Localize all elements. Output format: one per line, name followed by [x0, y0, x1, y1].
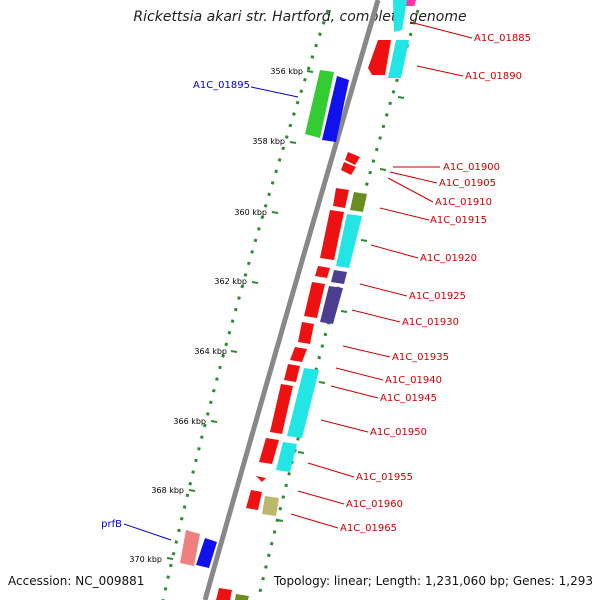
tick-mark — [188, 489, 196, 492]
gene-feature[interactable] — [284, 364, 300, 382]
gene-feature[interactable] — [270, 384, 293, 434]
gene-label[interactable]: A1C_01905 — [439, 178, 496, 189]
gene-label[interactable]: prfB — [101, 519, 122, 530]
reverse-strand-genes — [180, 70, 349, 568]
ruler: 356 kbp 358 kbp 360 kbp 362 kbp 364 kbp … — [129, 67, 314, 564]
gene-label[interactable]: A1C_01955 — [356, 472, 413, 483]
tick-mark — [251, 281, 259, 284]
forward-strand-genes — [216, 0, 416, 600]
genome-backbone — [202, 0, 381, 600]
tick-mark — [306, 70, 314, 73]
gene-feature[interactable] — [315, 266, 330, 278]
gene-feature[interactable] — [341, 162, 356, 175]
gene-feature[interactable] — [304, 282, 325, 318]
gene-feature[interactable] — [350, 192, 367, 212]
gene-feature[interactable] — [256, 476, 266, 482]
gene-feature[interactable] — [216, 588, 232, 600]
tick-label: 368 kbp — [151, 486, 184, 495]
gc-track-right — [256, 9, 420, 600]
gene-label[interactable]: A1C_01925 — [409, 291, 466, 302]
gene-label[interactable]: A1C_01890 — [465, 71, 522, 82]
gene-feature[interactable] — [333, 188, 349, 208]
gene-feature[interactable] — [305, 70, 334, 138]
gene-feature[interactable] — [196, 538, 217, 568]
gene-feature[interactable] — [345, 152, 360, 165]
gene-feature[interactable] — [246, 490, 262, 510]
gene-label[interactable]: A1C_01900 — [443, 162, 500, 173]
gene-feature[interactable] — [276, 442, 297, 472]
gene-feature[interactable] — [180, 530, 200, 566]
gene-label[interactable]: A1C_01940 — [385, 375, 442, 386]
map-title: Rickettsia akari str. Hartford, complete… — [133, 9, 467, 25]
gene-feature[interactable] — [298, 322, 314, 344]
tick-mark — [271, 211, 279, 214]
tick-label: 370 kbp — [129, 555, 162, 564]
gene-label[interactable]: A1C_01915 — [430, 215, 487, 226]
gene-label[interactable]: A1C_01965 — [340, 523, 397, 534]
label-leader — [123, 523, 172, 541]
tick-mark — [210, 420, 218, 423]
gene-label[interactable]: A1C_01935 — [392, 352, 449, 363]
tick-label: 360 kbp — [234, 208, 267, 217]
label-leader — [250, 86, 299, 98]
feature-track — [235, 0, 409, 600]
right-labels — [290, 21, 473, 529]
gene-feature[interactable] — [393, 0, 407, 32]
tick-mark — [230, 350, 238, 353]
gene-label[interactable]: A1C_01910 — [435, 197, 492, 208]
gene-feature[interactable] — [336, 214, 362, 268]
tick-label: 366 kbp — [173, 417, 206, 426]
accession-text: Accession: NC_009881 — [8, 574, 145, 588]
tick-mark — [166, 557, 174, 560]
gene-feature[interactable] — [259, 438, 279, 464]
gene-feature[interactable] — [262, 496, 279, 516]
gene-feature[interactable] — [331, 270, 347, 284]
tick-label: 356 kbp — [270, 67, 303, 76]
gene-label[interactable]: A1C_01895 — [193, 80, 250, 91]
left-labels: A1C_01895 prfB — [101, 80, 299, 541]
right-label-text: A1C_01885 A1C_01890 A1C_01900 A1C_01905 … — [340, 33, 531, 534]
tick-label: 358 kbp — [252, 137, 285, 146]
gene-feature[interactable] — [388, 40, 409, 78]
tick-label: 364 kbp — [194, 347, 227, 356]
gene-feature[interactable] — [368, 40, 391, 75]
gene-feature[interactable] — [290, 347, 307, 362]
gene-label[interactable]: A1C_01885 — [474, 33, 531, 44]
gene-feature[interactable] — [320, 210, 344, 260]
gene-label[interactable]: A1C_01945 — [380, 393, 437, 404]
gene-feature[interactable] — [322, 76, 349, 142]
gene-label[interactable]: A1C_01950 — [370, 427, 427, 438]
tick-label: 362 kbp — [214, 277, 247, 286]
gene-feature[interactable] — [287, 368, 319, 438]
right-ruler — [276, 96, 405, 522]
gene-label[interactable]: A1C_01920 — [420, 253, 477, 264]
gc-track-left — [161, 9, 330, 600]
genome-summary-text: Topology: linear; Length: 1,231,060 bp; … — [273, 574, 593, 588]
gene-label[interactable]: A1C_01930 — [402, 317, 459, 328]
gene-feature[interactable] — [320, 286, 343, 324]
tick-mark — [289, 141, 297, 144]
gene-feature[interactable] — [235, 594, 249, 600]
gene-label[interactable]: A1C_01960 — [346, 499, 403, 510]
